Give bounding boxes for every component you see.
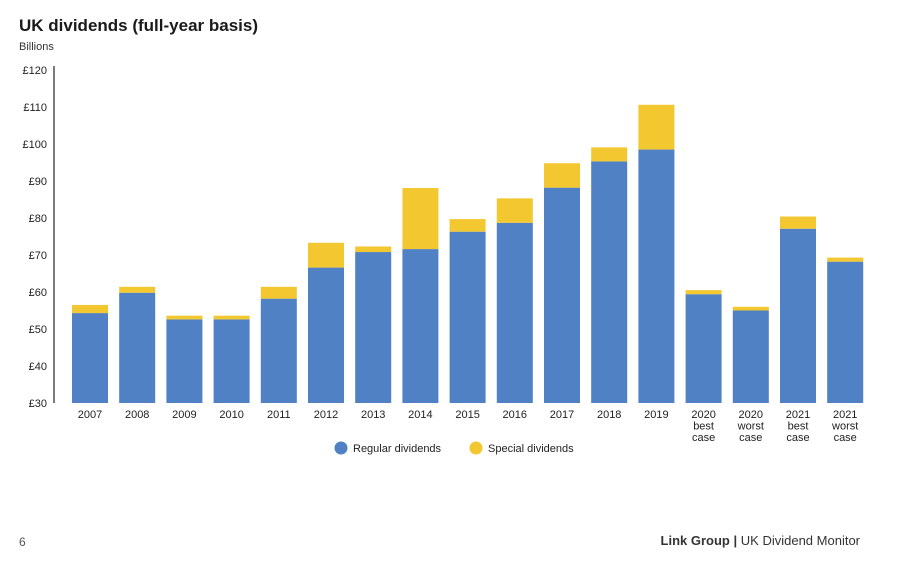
x-tick-label: 2019 [644, 409, 668, 421]
y-tick-label: £70 [29, 250, 47, 262]
x-tick-label: 2016 [503, 409, 527, 421]
y-axis-unit-label: Billions [19, 41, 54, 53]
bar-special-dividends [496, 198, 533, 223]
bar-special-dividends [638, 104, 675, 150]
bar-regular-dividends [260, 298, 297, 403]
y-tick-label: £50 [29, 324, 47, 336]
bar-special-dividends [591, 147, 628, 162]
x-tick-label: 2018 [597, 409, 621, 421]
x-tick-label: case [692, 432, 715, 444]
x-tick-label: 2015 [455, 409, 479, 421]
x-tick-label: 2020 [691, 409, 715, 421]
y-tick-label: £80 [29, 213, 47, 225]
y-tick-label: £110 [23, 102, 47, 114]
legend-swatch [334, 441, 348, 455]
y-tick-label: £100 [23, 139, 47, 151]
bar-regular-dividends [591, 161, 628, 403]
x-tick-label: 2021 [786, 409, 810, 421]
bar-regular-dividends [780, 228, 816, 403]
y-tick-label: £90 [29, 176, 47, 188]
bar-special-dividends [166, 315, 203, 320]
y-tick-label: £40 [29, 361, 47, 373]
x-tick-label: 2014 [408, 409, 432, 421]
y-tick-label: £30 [29, 398, 47, 410]
x-tick-label: worst [831, 421, 858, 433]
bar-special-dividends [685, 290, 722, 295]
x-tick-label: case [739, 432, 762, 444]
x-tick-label: best [788, 421, 809, 433]
bar-regular-dividends [638, 149, 675, 403]
bar-special-dividends [402, 188, 439, 250]
bar-regular-dividends [827, 261, 864, 403]
bar-special-dividends [119, 286, 156, 293]
bar-regular-dividends [166, 319, 203, 403]
x-tick-label: best [693, 421, 714, 433]
x-tick-label: case [786, 432, 809, 444]
bar-regular-dividends [72, 313, 108, 403]
bar-special-dividends [732, 306, 769, 311]
chart-title: UK dividends (full-year basis) [19, 16, 258, 35]
bar-special-dividends [780, 216, 816, 229]
bar-special-dividends [449, 219, 486, 232]
bar-regular-dividends [355, 252, 392, 403]
bar-regular-dividends [496, 222, 533, 403]
x-tick-label: worst [737, 421, 764, 433]
x-tick-label: 2007 [78, 409, 102, 421]
bar-special-dividends [827, 257, 864, 262]
x-tick-label: 2008 [125, 409, 149, 421]
footer-publication: Link Group | UK Dividend Monitor [661, 533, 860, 548]
footer-separator: | [733, 533, 738, 548]
footer-brand-name: Link Group [660, 533, 730, 548]
y-tick-label: £120 [23, 65, 47, 77]
legend-label: Regular dividends [353, 443, 442, 455]
y-tick-label: £60 [29, 287, 47, 299]
bar-special-dividends [260, 286, 297, 299]
bar-special-dividends [544, 163, 580, 188]
legend-label: Special dividends [488, 443, 574, 455]
x-tick-label: 2013 [361, 409, 385, 421]
x-tick-label: 2011 [267, 409, 291, 421]
bar-regular-dividends [685, 294, 722, 403]
bar-regular-dividends [732, 310, 769, 403]
x-tick-label: case [834, 432, 857, 444]
x-tick-label: 2021 [833, 409, 857, 421]
x-tick-label: 2009 [172, 409, 196, 421]
bar-special-dividends [355, 246, 392, 253]
bar-special-dividends [213, 315, 250, 320]
bar-regular-dividends [402, 249, 439, 403]
legend-swatch [469, 441, 483, 455]
footer-publication-name: UK Dividend Monitor [740, 533, 860, 548]
bar-regular-dividends [213, 319, 250, 403]
bar-regular-dividends [449, 231, 486, 403]
bar-special-dividends [72, 304, 108, 314]
x-tick-label: 2012 [314, 409, 338, 421]
x-tick-label: 2017 [550, 409, 574, 421]
bar-regular-dividends [308, 267, 344, 403]
bar-special-dividends [308, 242, 344, 268]
x-tick-label: 2020 [739, 409, 763, 421]
x-tick-label: 2010 [219, 409, 243, 421]
page-number: 6 [19, 535, 26, 549]
bar-regular-dividends [119, 292, 156, 403]
bar-regular-dividends [544, 187, 580, 403]
